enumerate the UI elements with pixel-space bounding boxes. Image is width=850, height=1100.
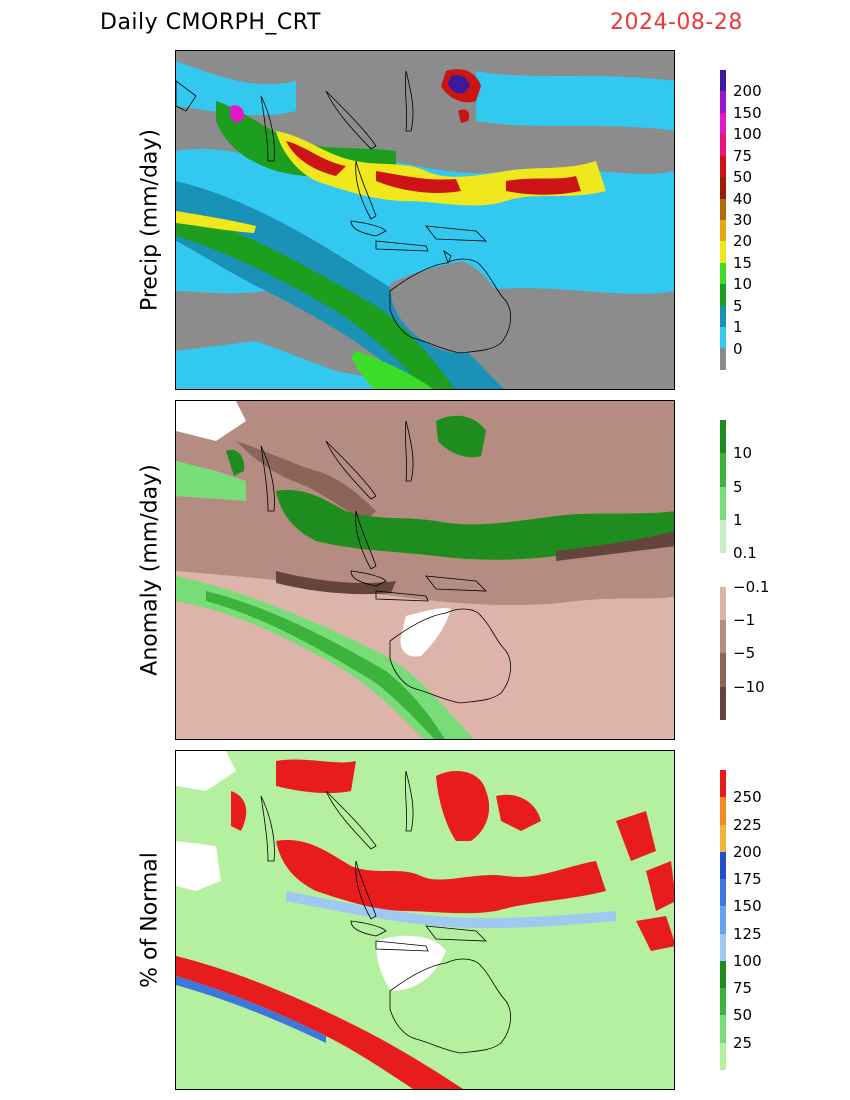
colorbar-segment	[720, 519, 726, 554]
colorbar-label: 0.1	[733, 544, 757, 563]
colorbar-label: 250	[733, 788, 762, 807]
colorbar-label: 225	[733, 815, 762, 834]
percent-normal-map	[175, 750, 675, 1090]
colorbar-label: −5	[733, 644, 756, 663]
colorbar-segment	[720, 586, 726, 620]
colorbar-segment	[720, 241, 726, 263]
colorbar-segment	[720, 960, 726, 989]
precip-map-svg	[176, 51, 674, 389]
colorbar-label: 1	[733, 318, 743, 337]
colorbar-label: 0	[733, 339, 743, 358]
precip-colorbar	[720, 70, 726, 370]
colorbar-segment	[720, 453, 726, 487]
colorbar-label: 200	[733, 82, 762, 101]
colorbar-label: 40	[733, 189, 753, 208]
colorbar-segment	[720, 348, 726, 370]
precip-ylabel: Precip (mm/day)	[137, 128, 163, 312]
colorbar-label: 125	[733, 924, 762, 943]
colorbar-segment	[720, 177, 726, 199]
colorbar-segment	[720, 1042, 726, 1070]
map-title: Daily CMORPH_CRT	[100, 10, 321, 35]
colorbar-segment	[720, 933, 726, 961]
colorbar-segment	[720, 327, 726, 349]
colorbar-segment	[720, 553, 726, 587]
colorbar-segment	[720, 653, 726, 687]
colorbar-segment	[720, 879, 726, 907]
colorbar-segment	[720, 155, 726, 178]
colorbar-segment	[720, 988, 726, 1016]
colorbar-label: 10	[733, 275, 753, 294]
colorbar-segment	[720, 284, 726, 306]
colorbar-label: 50	[733, 1006, 753, 1025]
colorbar-segment	[720, 112, 726, 135]
colorbar-label: 10	[733, 444, 753, 463]
colorbar-label: 20	[733, 232, 753, 251]
anomaly-ylabel: Anomaly (mm/day)	[137, 464, 163, 676]
percent-normal-ylabel: % of Normal	[137, 852, 163, 988]
colorbar-segment	[720, 824, 726, 852]
colorbar-segment	[720, 305, 726, 328]
colorbar-segment	[720, 134, 726, 156]
colorbar-label: 5	[733, 477, 743, 496]
map-date: 2024-08-28	[610, 10, 743, 35]
anomaly-map-svg	[176, 401, 674, 739]
colorbar-label: 100	[733, 951, 762, 970]
colorbar-label: 75	[733, 979, 753, 998]
colorbar-segment	[720, 797, 726, 825]
anomaly-map	[175, 400, 675, 740]
colorbar-label: 1	[733, 511, 743, 529]
colorbar-segment	[720, 70, 726, 92]
colorbar-segment	[720, 262, 726, 285]
colorbar-segment	[720, 906, 726, 934]
colorbar-segment	[720, 486, 726, 520]
colorbar-label: −10	[733, 677, 765, 696]
colorbar-label: 30	[733, 211, 753, 229]
colorbar-label: 25	[733, 1033, 753, 1052]
percent-normal-colorbar	[720, 770, 726, 1070]
colorbar-segment	[720, 770, 726, 798]
colorbar-segment	[720, 686, 726, 720]
colorbar-label: 150	[733, 103, 762, 122]
colorbar-label: 100	[733, 125, 762, 144]
colorbar-segment	[720, 91, 726, 113]
colorbar-label: 175	[733, 870, 762, 889]
colorbar-label: −0.1	[733, 577, 770, 596]
anomaly-colorbar	[720, 420, 726, 720]
colorbar-segment	[720, 619, 726, 654]
colorbar-label: 75	[733, 146, 753, 165]
colorbar-label: 50	[733, 168, 753, 187]
colorbar-label: −1	[733, 611, 756, 629]
colorbar-label: 150	[733, 897, 762, 916]
colorbar-label: 15	[733, 253, 753, 272]
colorbar-segment	[720, 420, 726, 454]
colorbar-segment	[720, 198, 726, 220]
colorbar-segment	[720, 851, 726, 880]
colorbar-segment	[720, 1015, 726, 1043]
colorbar-label: 200	[733, 842, 762, 861]
percent-normal-map-svg	[176, 751, 674, 1089]
precip-map	[175, 50, 675, 390]
colorbar-segment	[720, 219, 726, 242]
colorbar-label: 5	[733, 296, 743, 315]
